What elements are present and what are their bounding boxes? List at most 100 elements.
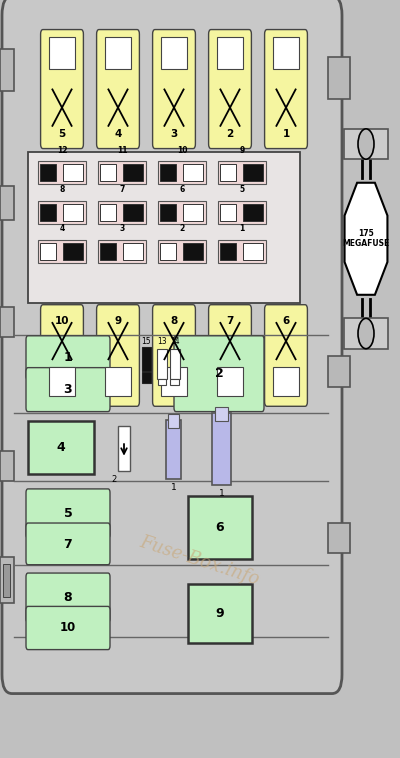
Text: 3: 3 [119,224,125,233]
FancyBboxPatch shape [265,305,307,406]
Bar [123,164,143,181]
Bar [170,379,179,385]
Bar [98,201,146,224]
FancyBboxPatch shape [153,30,196,149]
Text: 11: 11 [117,146,127,155]
Text: 1: 1 [219,489,224,498]
Bar [38,201,86,224]
Text: 10: 10 [177,146,187,155]
FancyBboxPatch shape [26,368,110,412]
Bar [273,367,299,396]
FancyBboxPatch shape [97,305,139,406]
Bar [220,204,236,221]
Bar [0,557,14,603]
Text: 5: 5 [240,185,244,194]
Text: 1: 1 [64,351,72,365]
Text: 4: 4 [59,224,65,233]
Bar [161,37,187,69]
Bar [218,201,266,224]
FancyBboxPatch shape [26,606,110,650]
Bar [273,37,299,69]
Bar [328,57,350,99]
Bar [344,318,388,349]
Text: 1: 1 [282,129,290,139]
Bar [160,164,176,181]
FancyBboxPatch shape [26,573,110,622]
Bar [40,164,56,181]
Text: 2: 2 [111,475,117,484]
FancyBboxPatch shape [41,305,83,406]
Text: 2: 2 [215,367,224,381]
Bar [158,161,206,184]
Bar [243,204,263,221]
Bar [170,349,180,379]
Text: 9: 9 [239,146,245,155]
FancyBboxPatch shape [97,30,139,149]
Bar [328,523,350,553]
Bar [0,186,14,220]
Bar [157,349,167,379]
Text: 8: 8 [59,185,65,194]
Bar [63,164,83,181]
Text: 9: 9 [216,606,224,620]
Bar [344,129,388,159]
Text: 13: 13 [157,337,167,346]
Bar [220,243,236,260]
Bar [118,426,130,471]
Text: 4: 4 [56,440,65,454]
Bar [0,451,14,481]
Bar [212,413,231,485]
Bar [100,164,116,181]
Bar [158,379,166,385]
FancyBboxPatch shape [209,30,251,149]
Text: 1: 1 [171,483,176,492]
FancyBboxPatch shape [209,305,251,406]
Text: 15: 15 [142,337,151,346]
Bar [28,152,300,303]
Bar [49,367,75,396]
Bar [38,240,86,263]
Circle shape [358,129,374,159]
Bar [123,204,143,221]
Text: 1: 1 [239,224,245,233]
FancyBboxPatch shape [26,523,110,565]
Text: 6: 6 [282,316,290,327]
Bar [218,240,266,263]
Bar [243,164,263,181]
Bar [168,414,179,428]
Bar [142,347,151,371]
Bar [183,164,203,181]
Text: 5: 5 [58,129,66,139]
Bar [160,243,176,260]
Text: 6: 6 [179,185,185,194]
Text: 5: 5 [64,506,72,520]
Bar [218,161,266,184]
Bar [3,564,10,597]
Text: Fuse-Box.info: Fuse-Box.info [138,533,262,589]
Bar [40,243,56,260]
Text: 12: 12 [57,146,67,155]
Bar [158,201,206,224]
FancyBboxPatch shape [153,305,196,406]
Bar [328,356,350,387]
Text: 2: 2 [226,129,234,139]
Text: 3: 3 [170,129,178,139]
Bar [28,421,94,474]
Text: 10: 10 [60,621,76,634]
Text: 14: 14 [170,337,180,346]
Text: 8: 8 [170,316,178,327]
Text: 175
MEGAFUSE: 175 MEGAFUSE [342,229,390,249]
FancyBboxPatch shape [174,336,264,412]
Bar [188,496,252,559]
Text: 8: 8 [64,590,72,604]
Text: 7: 7 [64,537,72,551]
FancyBboxPatch shape [41,30,83,149]
FancyBboxPatch shape [2,0,342,694]
Bar [49,37,75,69]
Circle shape [358,318,374,349]
Bar [100,204,116,221]
Bar [183,243,203,260]
Text: 9: 9 [114,316,122,327]
Bar [158,240,206,263]
Bar [217,367,243,396]
